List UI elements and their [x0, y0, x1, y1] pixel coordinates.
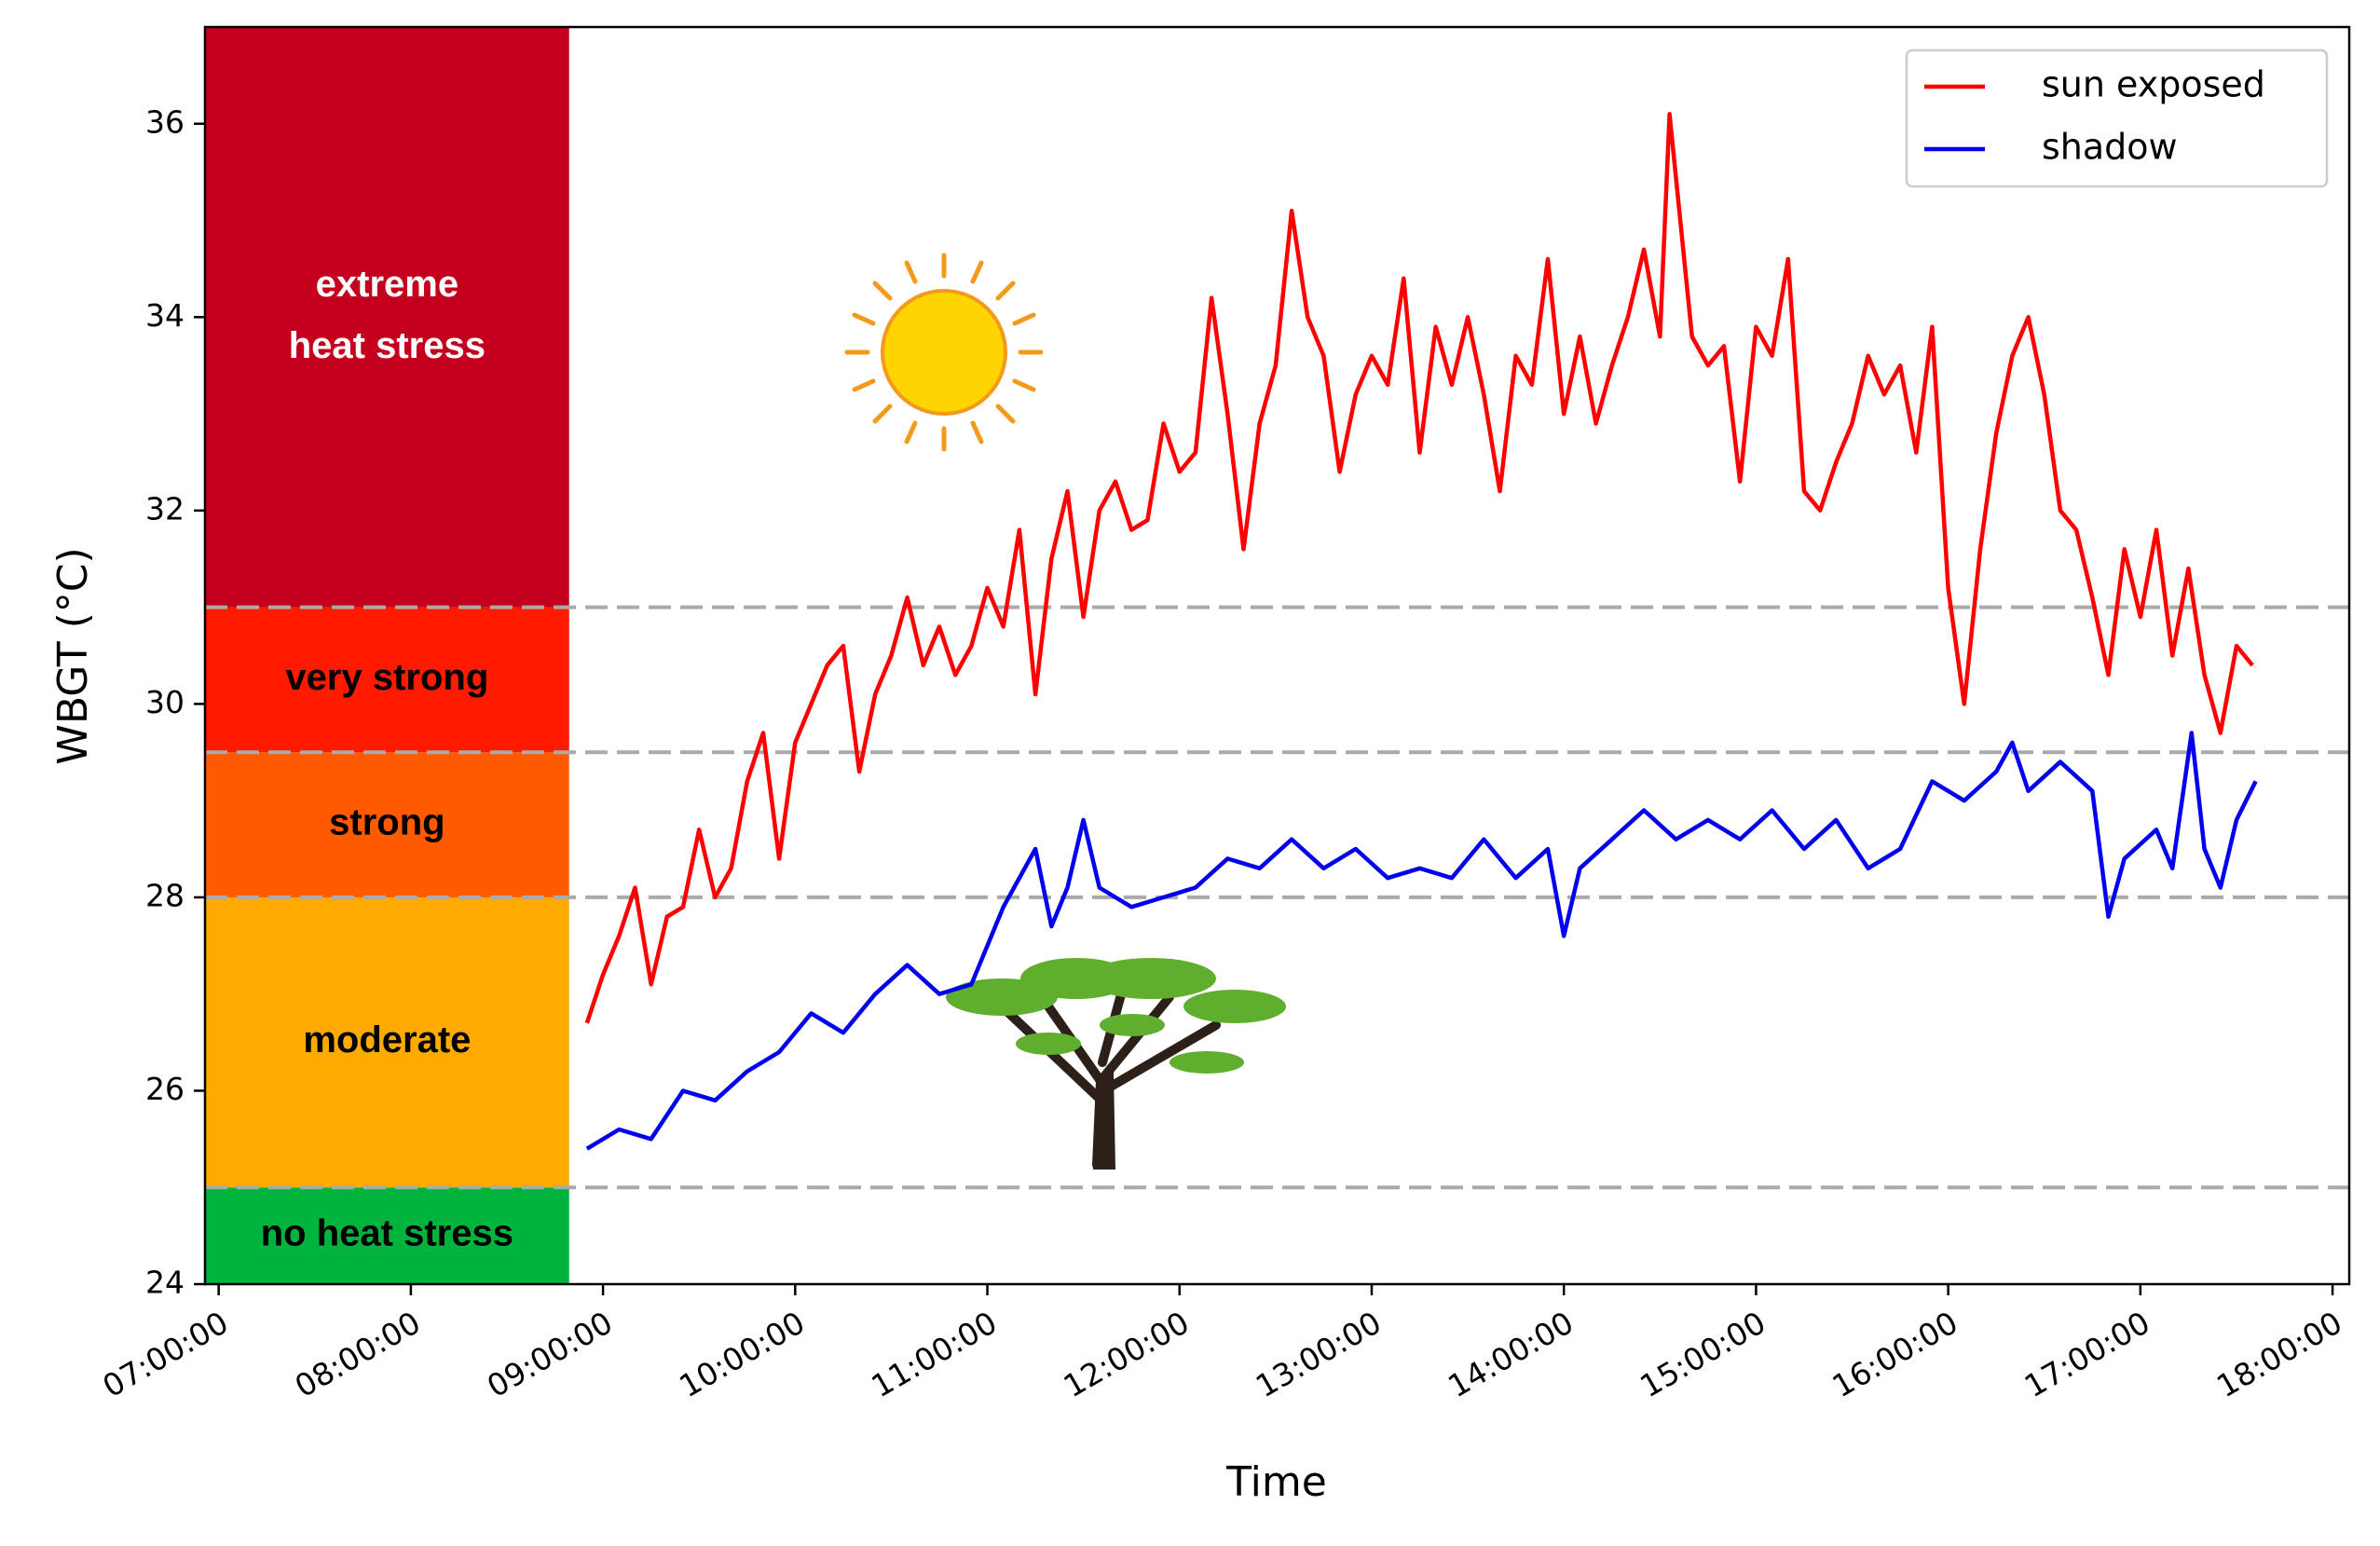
threshold-lines: [205, 605, 2349, 1190]
legend-label: sun exposed: [2042, 64, 2265, 105]
y-tick-label: 24: [145, 1265, 185, 1301]
y-tick-label: 28: [145, 877, 185, 913]
plot-frame: [203, 25, 2351, 1286]
x-axis-label: Time: [1225, 1458, 1327, 1506]
y-tick-label: 26: [145, 1071, 185, 1107]
tree-icon: [946, 958, 1286, 1170]
heat-band: [205, 1187, 569, 1284]
y-tick-label: 30: [145, 684, 185, 720]
legend-label: shadow: [2042, 127, 2178, 168]
y-tick-label: 32: [145, 490, 185, 527]
band-label: very strong: [285, 657, 488, 698]
heat-band: [205, 607, 569, 753]
legend-box: [1905, 48, 2329, 188]
y-tick-label: 34: [145, 297, 185, 334]
band-label: no heat stress: [261, 1213, 513, 1254]
band-label: moderate: [303, 1019, 471, 1060]
y-tick-label: 36: [145, 103, 185, 140]
sun-icon: [844, 253, 1044, 452]
y-axis-label: WBGT (°C): [49, 547, 97, 764]
heat-band: [205, 752, 569, 897]
heat-band: [205, 27, 569, 608]
band-label: extreme: [316, 264, 458, 305]
legend: sun exposed shadow: [1905, 48, 2329, 188]
series-line: [584, 112, 2254, 1024]
heat-band: [205, 896, 569, 1188]
band-label: heat stress: [289, 325, 486, 366]
data-lines: [584, 112, 2258, 1151]
band-label: strong: [329, 802, 445, 843]
bands: no heat stress moderate strong very strong e…: [205, 27, 569, 1284]
series-line: [585, 731, 2258, 1151]
